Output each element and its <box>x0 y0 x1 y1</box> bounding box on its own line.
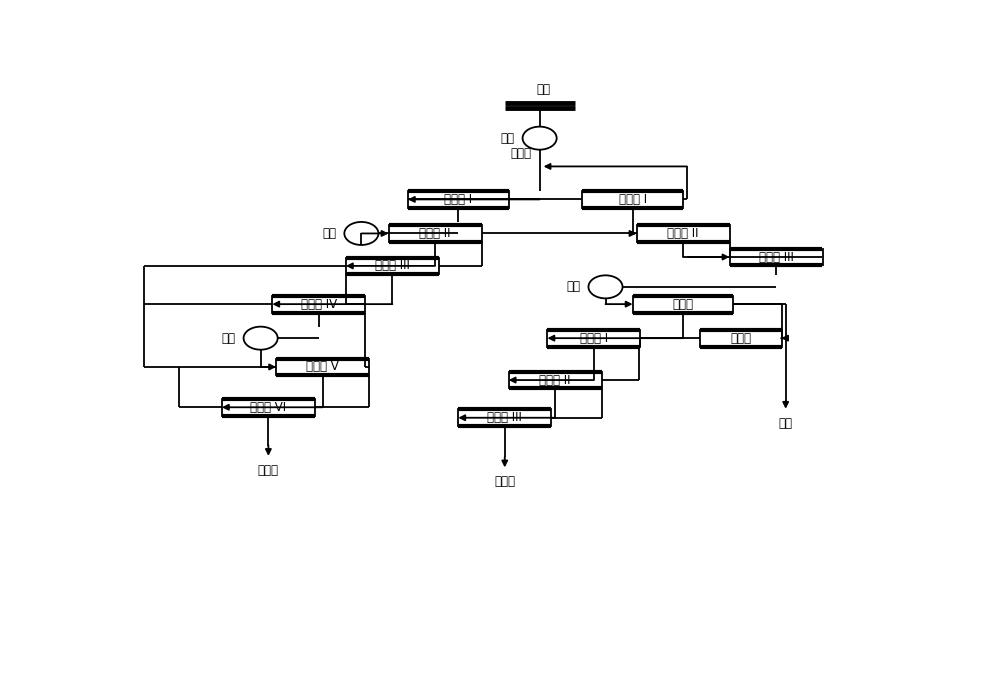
Bar <box>272 296 365 313</box>
Bar <box>388 225 482 242</box>
Text: 再磨: 再磨 <box>222 332 236 345</box>
Text: 钼精选 IV: 钼精选 IV <box>301 298 337 311</box>
Bar <box>222 399 315 415</box>
Text: 原矿: 原矿 <box>536 83 550 97</box>
Text: 钼扫选 I: 钼扫选 I <box>619 193 647 206</box>
Text: 钼扫选 II: 钼扫选 II <box>667 227 699 240</box>
Bar <box>637 225 730 242</box>
Text: 磨矿: 磨矿 <box>501 132 515 145</box>
Text: 钼精选 V: 钼精选 V <box>306 360 339 373</box>
Text: 铅精选 II: 铅精选 II <box>539 373 571 386</box>
Text: 钼精矿: 钼精矿 <box>258 464 279 477</box>
Text: 钼精选 III: 钼精选 III <box>375 259 410 273</box>
Bar <box>408 191 509 208</box>
Bar <box>458 409 551 426</box>
Text: 钼粗选: 钼粗选 <box>511 147 532 160</box>
Text: 铅粗选: 铅粗选 <box>672 298 694 311</box>
Text: 铅精选 III: 铅精选 III <box>487 411 522 424</box>
Bar <box>509 372 602 388</box>
Text: 再磨: 再磨 <box>323 227 337 240</box>
Text: 钼精选 VI: 钼精选 VI <box>250 401 286 413</box>
Bar <box>730 249 822 265</box>
Text: 钼精选 II: 钼精选 II <box>419 227 451 240</box>
Text: 再磨: 再磨 <box>567 280 581 293</box>
Bar <box>346 258 439 274</box>
Text: 铅精选 I: 铅精选 I <box>580 332 608 345</box>
Text: 钼扫选 III: 钼扫选 III <box>759 250 793 264</box>
Text: 钼精选 I: 钼精选 I <box>444 193 472 206</box>
Text: 铅精矿: 铅精矿 <box>494 475 515 488</box>
Bar <box>547 330 640 347</box>
Bar <box>276 358 369 375</box>
Text: 尾矿: 尾矿 <box>779 417 793 430</box>
Text: 铅扫选: 铅扫选 <box>731 332 752 345</box>
Bar <box>700 330 782 347</box>
Bar <box>633 296 733 313</box>
Bar <box>582 191 683 208</box>
